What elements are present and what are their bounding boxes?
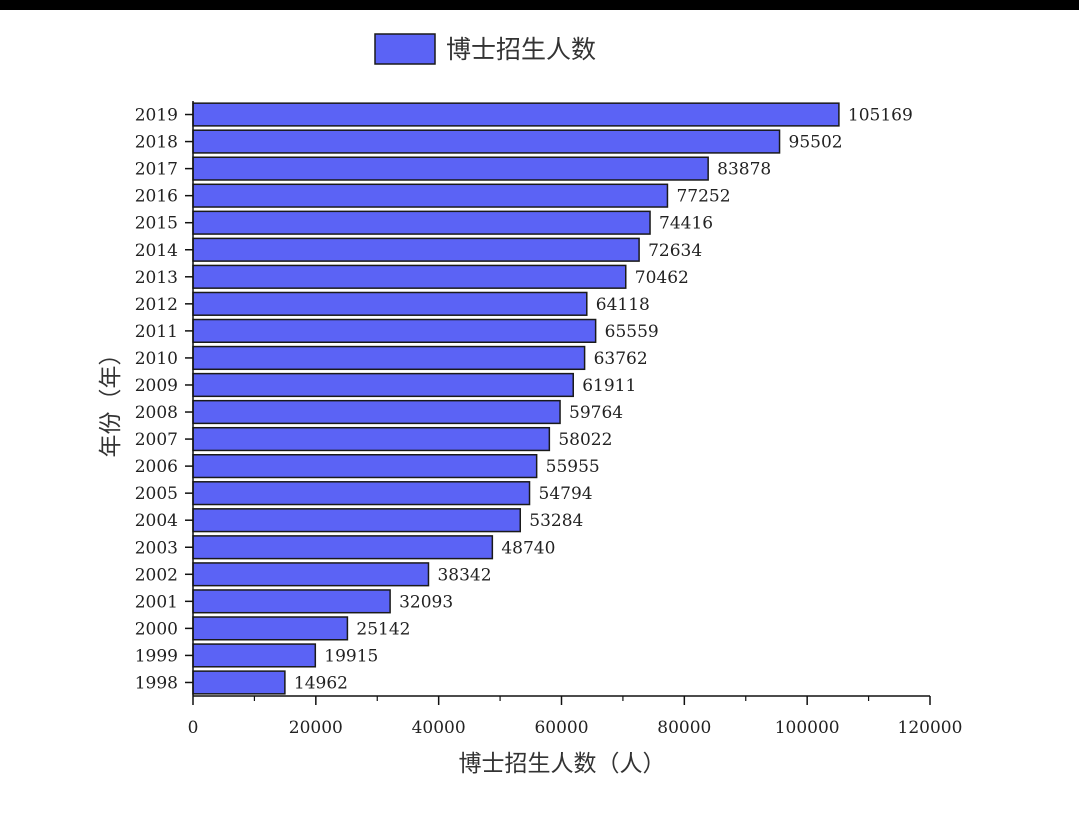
y-tick-label: 2015 (135, 214, 178, 234)
y-tick-label: 2006 (135, 457, 178, 477)
bar (192, 508, 522, 533)
bars (192, 102, 840, 695)
x-axis-title: 博士招生人数（人） (459, 751, 666, 777)
top-black-bar (0, 0, 1079, 10)
y-tick-label: 2012 (135, 295, 178, 315)
bar-value-label: 53284 (529, 511, 583, 531)
x-tick-label: 0 (188, 718, 199, 738)
y-axis-ticks: 2019 2018 2017 2016 2015 2014 2013 2012 2011 2010… (135, 106, 193, 693)
bar-value-label: 58022 (558, 430, 612, 450)
bar (192, 670, 286, 695)
bar-value-label: 54794 (539, 484, 593, 504)
bar (192, 426, 551, 452)
bar-value-label: 25142 (356, 619, 410, 639)
y-tick-label: 2000 (135, 619, 178, 639)
bar (192, 264, 627, 289)
y-tick-label: 2005 (135, 484, 178, 504)
bar-value-label: 70462 (635, 268, 689, 288)
y-tick-label: 2008 (135, 403, 178, 423)
bar (192, 156, 709, 181)
y-tick-label: 2007 (135, 430, 178, 450)
bar (192, 210, 651, 235)
y-tick-label: 2011 (135, 322, 178, 342)
bar-value-label: 38342 (437, 565, 491, 585)
bar-value-label: 59764 (569, 403, 623, 423)
bar (192, 129, 781, 154)
bar (192, 589, 391, 614)
y-tick-label: 1999 (135, 646, 178, 666)
y-tick-label: 2010 (135, 349, 178, 369)
bar-value-label: 64118 (596, 295, 650, 315)
bar (192, 345, 586, 371)
legend: 博士招生人数 (374, 33, 596, 65)
bar (192, 291, 588, 316)
y-tick-label: 2001 (135, 592, 178, 612)
x-tick-label: 20000 (289, 718, 343, 738)
bar (192, 643, 317, 668)
bar (192, 535, 494, 560)
y-tick-label: 1998 (135, 673, 178, 693)
bar-value-label: 19915 (324, 646, 378, 666)
bar (192, 372, 574, 398)
bar-value-label: 65559 (605, 322, 659, 342)
bar (192, 562, 430, 587)
x-tick-label: 80000 (657, 718, 711, 738)
bar-value-label: 74416 (659, 214, 713, 234)
bar (192, 102, 840, 127)
bar-value-label: 83878 (717, 160, 771, 180)
bar-value-label: 48740 (501, 538, 555, 558)
x-tick-label: 100000 (775, 718, 840, 738)
bar (192, 454, 538, 479)
y-tick-label: 2003 (135, 538, 178, 558)
bar-value-label: 95502 (789, 133, 843, 153)
y-tick-label: 2004 (135, 511, 178, 531)
y-axis-title: 年份（年） (98, 343, 124, 458)
bar (192, 481, 531, 506)
x-tick-label: 120000 (898, 718, 963, 738)
bar-value-label: 32093 (399, 592, 453, 612)
y-tick-label: 2019 (135, 106, 178, 126)
x-axis-ticks: 0 20000 40000 60000 80000 100000 120000 (188, 696, 963, 738)
y-tick-label: 2018 (135, 133, 178, 153)
bar (192, 237, 640, 262)
bar-value-label: 105169 (848, 106, 913, 126)
y-tick-label: 2014 (135, 241, 178, 261)
bar-value-label: 63762 (594, 349, 648, 369)
y-tick-label: 2016 (135, 187, 178, 207)
bar-value-label: 55955 (546, 457, 600, 477)
bar (192, 399, 561, 425)
legend-swatch (374, 33, 436, 65)
bar (192, 318, 597, 343)
x-tick-label: 60000 (534, 718, 588, 738)
bar-value-label: 61911 (582, 376, 636, 396)
y-tick-label: 2009 (135, 376, 178, 396)
y-tick-label: 2017 (135, 160, 178, 180)
bar-value-label: 77252 (676, 187, 730, 207)
y-tick-label: 2002 (135, 565, 178, 585)
bar (192, 183, 669, 208)
x-tick-label: 40000 (412, 718, 466, 738)
legend-label: 博士招生人数 (446, 35, 596, 64)
bar-value-label: 14962 (294, 673, 348, 693)
y-tick-label: 2013 (135, 268, 178, 288)
bar (192, 616, 349, 641)
bar-value-label: 72634 (648, 241, 702, 261)
